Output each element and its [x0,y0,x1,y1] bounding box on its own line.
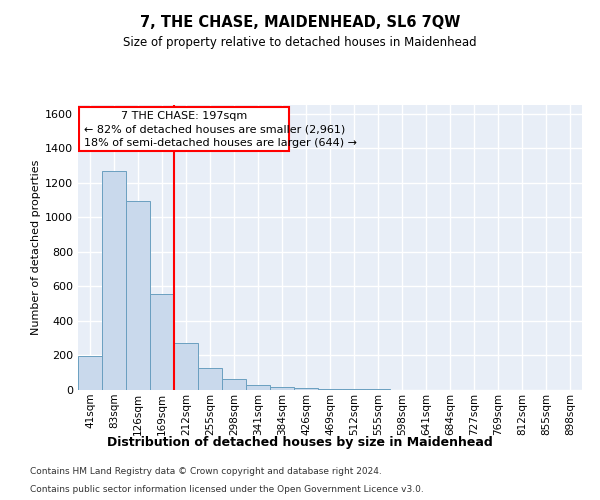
Text: ← 82% of detached houses are smaller (2,961): ← 82% of detached houses are smaller (2,… [84,124,345,134]
Bar [174,344,198,390]
Text: 18% of semi-detached houses are larger (644) →: 18% of semi-detached houses are larger (… [84,138,357,148]
Bar [126,201,150,390]
Y-axis label: Number of detached properties: Number of detached properties [31,160,41,335]
FancyBboxPatch shape [79,106,289,151]
Text: Contains public sector information licensed under the Open Government Licence v3: Contains public sector information licen… [30,484,424,494]
Text: 7, THE CHASE, MAIDENHEAD, SL6 7QW: 7, THE CHASE, MAIDENHEAD, SL6 7QW [140,15,460,30]
Text: Distribution of detached houses by size in Maidenhead: Distribution of detached houses by size … [107,436,493,449]
Bar [294,388,318,390]
Bar [222,380,246,390]
Bar [150,294,174,390]
Bar [198,368,222,390]
Bar [246,385,270,390]
Text: Contains HM Land Registry data © Crown copyright and database right 2024.: Contains HM Land Registry data © Crown c… [30,466,382,475]
Text: Size of property relative to detached houses in Maidenhead: Size of property relative to detached ho… [123,36,477,49]
Bar [102,170,126,390]
Text: 7 THE CHASE: 197sqm: 7 THE CHASE: 197sqm [121,112,247,122]
Bar [78,356,102,390]
Bar [270,386,294,390]
Bar [318,389,342,390]
